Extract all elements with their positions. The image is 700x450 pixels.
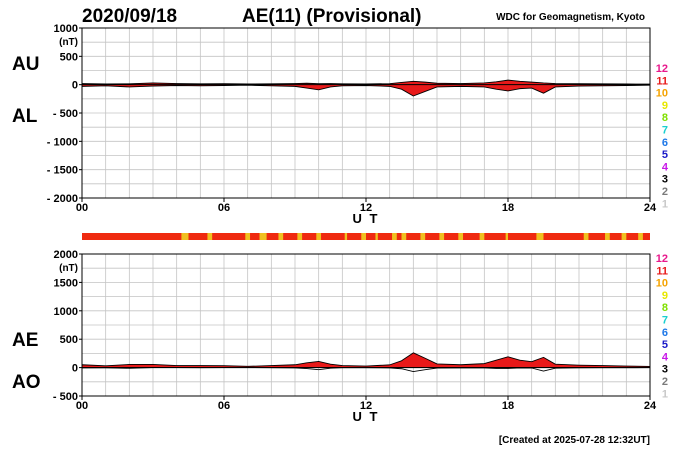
x-tick-label: 06 (218, 400, 230, 412)
index-title: AE(11) (Provisional) (242, 6, 422, 27)
station-bar-segment (401, 233, 407, 240)
station-legend-item: 11 (656, 265, 668, 277)
station-bar-segment (479, 233, 485, 240)
station-legend-item: 9 (662, 100, 668, 112)
y-tick-label: - 1000 (47, 136, 78, 148)
y-tick-label: - 1500 (47, 165, 78, 177)
station-legend-item: 5 (662, 339, 668, 351)
au-al-x-axis-label: U T (353, 211, 380, 226)
station-legend-item: 1 (662, 388, 668, 400)
ae-label: AE (12, 330, 38, 351)
station-bar-segment (259, 233, 267, 240)
y-tick-label: 500 (60, 51, 78, 63)
station-bar-segment (439, 233, 445, 240)
created-timestamp: [Created at 2025-07-28 12:32UT] (499, 435, 650, 446)
station-bar-segment (505, 233, 508, 240)
x-tick-label: 12 (360, 400, 372, 412)
y-tick-label: 2000 (54, 249, 78, 261)
ao-label: AO (12, 372, 41, 393)
station-bar-segment (344, 233, 348, 240)
station-bar-segment (316, 233, 322, 240)
station-legend-item: 6 (662, 137, 668, 149)
ae-ao-x-ticks: 00 06 12 18 24 (76, 396, 657, 412)
station-legend-item: 7 (662, 125, 668, 137)
station-legend-item: 2 (662, 376, 668, 388)
station-legend-item: 3 (662, 364, 668, 376)
ae-ao-y-ticks: 2000 1500 1000 500 0 - 500 (53, 249, 82, 403)
station-legend-item: 8 (662, 112, 668, 124)
station-legend-item: 10 (656, 88, 668, 100)
x-tick-label: 24 (644, 202, 657, 214)
x-tick-label: 00 (76, 202, 88, 214)
ae-ao-areas (81, 352, 651, 373)
x-tick-label: 06 (218, 202, 230, 214)
ae-ao-x-axis-label: U T (353, 409, 380, 424)
ae-ao-panel: 2000 1500 1000 500 0 - 500 00 06 12 18 24 (nT) AE… (12, 249, 657, 424)
station-bar-segment (245, 233, 251, 240)
station-legend-item: 6 (662, 327, 668, 339)
station-bar-segment (638, 233, 643, 240)
series-area-al (81, 84, 651, 97)
al-label: AL (12, 106, 38, 127)
y-tick-label: 0 (72, 363, 78, 375)
station-legend-item: 8 (662, 302, 668, 314)
station-legend-item: 4 (662, 351, 669, 363)
station-legend-item: 5 (662, 149, 668, 161)
series-area-ao (81, 367, 651, 373)
au-al-unit-label: (nT) (59, 37, 78, 48)
source-label: WDC for Geomagnetism, Kyoto (496, 12, 645, 23)
x-tick-label: 00 (76, 400, 88, 412)
series-area-ae (81, 352, 651, 369)
y-tick-label: - 500 (53, 108, 78, 120)
y-tick-label: 1000 (54, 306, 78, 318)
station-bar-segment (297, 233, 303, 240)
au-al-areas (81, 79, 651, 97)
date-title: 2020/09/18 (82, 6, 177, 27)
y-tick-label: 0 (72, 80, 78, 92)
au-label: AU (12, 54, 39, 75)
ae-ao-unit-label: (nT) (59, 263, 78, 274)
y-tick-label: - 2000 (47, 193, 78, 205)
station-legend-item: 3 (662, 174, 668, 186)
x-tick-label: 18 (502, 202, 514, 214)
station-legend-item: 12 (656, 253, 668, 265)
station-legend-item: 1 (662, 198, 668, 210)
station-bar-segment (420, 233, 426, 240)
station-legend-item: 10 (656, 278, 668, 290)
au-al-y-ticks: 1000 500 0 - 500 - 1000 - 1500 - 2000 (47, 23, 82, 205)
au-al-panel: 1000 500 0 - 500 - 1000 - 1500 - 2000 00 06 12 18… (12, 23, 657, 226)
x-tick-label: 18 (502, 400, 514, 412)
y-tick-label: 1000 (54, 23, 78, 35)
y-tick-label: 500 (60, 334, 78, 346)
station-bar-segment (375, 233, 378, 240)
station-bar-segment (278, 233, 284, 240)
y-tick-label: - 500 (53, 391, 78, 403)
station-legend-item: 9 (662, 290, 668, 302)
au-al-grid (82, 28, 650, 198)
station-bar-segment (621, 233, 627, 240)
au-al-x-ticks: 00 06 12 18 24 (76, 198, 657, 214)
series-area-au (81, 79, 651, 86)
station-legend-item: 4 (662, 161, 669, 173)
ae-ao-grid (82, 254, 650, 396)
station-bar-segment (181, 233, 189, 240)
station-bar-segment (536, 233, 544, 240)
y-tick-label: 1500 (54, 277, 78, 289)
station-legend-item: 11 (656, 75, 668, 87)
x-tick-label: 12 (360, 202, 372, 214)
station-bar-segment (207, 233, 213, 240)
station-bar-segment (605, 233, 610, 240)
station-legend-item: 12 (656, 63, 668, 75)
station-bar-segment (361, 233, 366, 240)
station-bar-segment (392, 233, 397, 240)
x-tick-label: 24 (644, 400, 657, 412)
station-bar-segment (583, 233, 589, 240)
station-legend-item: 2 (662, 186, 668, 198)
station-bar-segment (458, 233, 464, 240)
station-count-bar (82, 233, 650, 240)
station-legend-item: 7 (662, 315, 668, 327)
